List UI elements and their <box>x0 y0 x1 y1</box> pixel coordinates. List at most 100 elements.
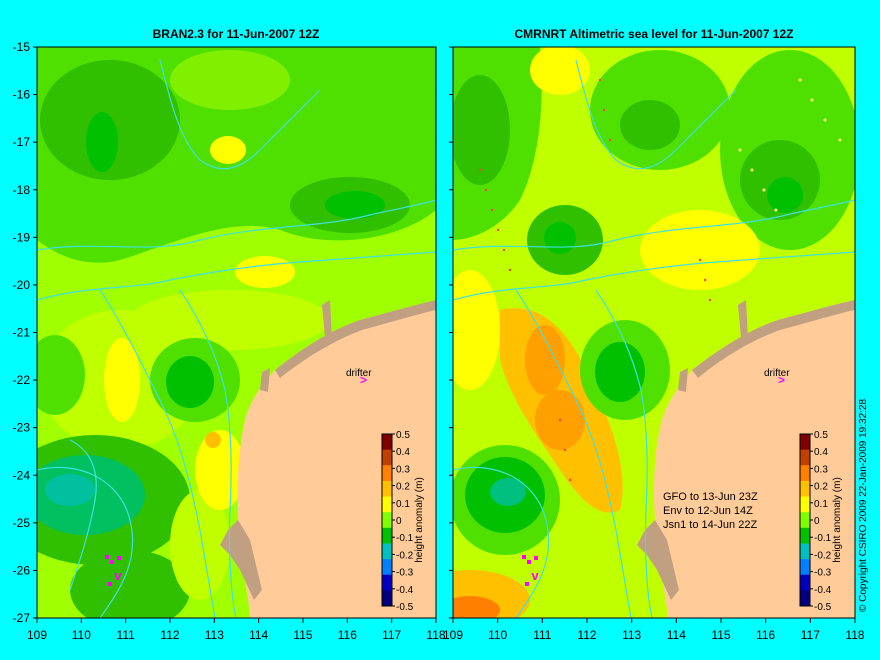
right-bathymetry-contours <box>453 59 855 618</box>
colorbar-label: height anomaly (m) <box>414 477 425 563</box>
y-tick-label: -18 <box>13 183 31 197</box>
y-tick-label: -23 <box>13 421 31 435</box>
colorbar-tick-label: 0 <box>396 516 402 527</box>
x-tick-label: 109 <box>27 628 47 642</box>
colorbar-swatch <box>800 449 810 466</box>
colorbar-tick-label: 0.3 <box>396 464 410 475</box>
x-tick-label: 113 <box>205 628 224 642</box>
colorbar-swatch <box>382 449 392 466</box>
y-tick-label: -15 <box>13 40 31 54</box>
right-satellite-track-dots <box>478 78 712 482</box>
right-map-panel: v drifter > GFO to 13-Jun 23Z Env to 12-… <box>452 27 856 619</box>
colorbar-swatch <box>382 465 392 482</box>
x-tick-label: 110 <box>72 628 91 642</box>
left-panel-title: BRAN2.3 for 11-Jun-2007 12Z <box>153 27 320 41</box>
colorbar-label: height anomaly (m) <box>832 477 843 563</box>
x-tick-label: 116 <box>756 628 775 642</box>
right-drifter-label: drifter <box>764 368 790 379</box>
colorbar-tick-label: 0.1 <box>814 499 828 510</box>
right-note-line-1: GFO to 13-Jun 23Z <box>663 491 758 503</box>
x-tick-label: 116 <box>338 628 357 642</box>
y-tick-label: -19 <box>13 230 31 244</box>
colorbar-tick-label: -0.1 <box>814 533 832 544</box>
colorbar-swatch <box>382 496 392 513</box>
colorbar-tick-label: -0.1 <box>396 533 414 544</box>
x-tick-label: 115 <box>711 628 730 642</box>
colorbar-tick-label: 0.5 <box>814 430 828 441</box>
x-tick-label: 118 <box>426 628 445 642</box>
colorbar-swatch <box>382 512 392 529</box>
colorbar-swatch <box>382 434 392 451</box>
y-tick-label: -20 <box>13 278 31 292</box>
colorbar-swatch <box>800 543 810 560</box>
x-tick-label: 114 <box>249 628 268 642</box>
left-x-axis-ticks: 109 110 111 112 113 114 115 116 117 118 <box>27 618 446 642</box>
right-drifter-arrow: > <box>778 373 785 387</box>
colorbar-swatch <box>382 543 392 560</box>
colorbar-swatch <box>382 574 392 591</box>
colorbar-swatch <box>800 465 810 482</box>
x-tick-label: 118 <box>845 628 864 642</box>
y-tick-label: -21 <box>13 326 31 340</box>
colorbar-tick-label: 0.2 <box>814 482 828 493</box>
y-axis-ticks: -15 -16 -17 -18 -19 -20 -21 -22 -23 -24 -25 -26 -27 <box>13 40 453 625</box>
left-drifter-track <box>105 555 121 586</box>
left-colorbar: 0.5 0.4 0.3 0.2 0.1 0 -0.1 -0.2 -0.3 -0.4 -0.5 heig… <box>381 430 425 613</box>
colorbar-tick-label: -0.3 <box>396 568 414 579</box>
colorbar-tick-label: -0.3 <box>814 568 832 579</box>
colorbar-swatch <box>800 574 810 591</box>
copyright-text: © Copyright CSIRO 2009 22-Jan-2009 19:32… <box>858 399 869 612</box>
right-note-line-3: Jsn1 to 14-Jun 22Z <box>663 519 757 531</box>
colorbar-swatch <box>800 480 810 498</box>
y-tick-label: -16 <box>13 88 31 102</box>
x-tick-label: 111 <box>117 628 136 642</box>
left-track-marker: v <box>114 568 122 583</box>
colorbar-tick-label: -0.4 <box>396 585 414 596</box>
colorbar-tick-label: 0.4 <box>814 447 828 458</box>
colorbar-tick-label: 0.5 <box>396 430 410 441</box>
right-panel-title: CMRNRT Altimetric sea level for 11-Jun-2… <box>515 27 794 41</box>
left-drifter-arrow: > <box>360 373 367 387</box>
colorbar-tick-label: 0.1 <box>396 499 410 510</box>
x-tick-label: 112 <box>577 628 596 642</box>
colorbar-swatch <box>800 559 810 576</box>
x-tick-label: 117 <box>382 628 401 642</box>
colorbar-tick-label: -0.5 <box>396 602 414 613</box>
colorbar-tick-label: -0.2 <box>396 550 414 561</box>
colorbar-tick-label: -0.4 <box>814 585 832 596</box>
colorbar-swatch <box>382 527 392 544</box>
x-tick-label: 114 <box>667 628 686 642</box>
colorbar-swatch <box>800 527 810 544</box>
colorbar-swatch <box>382 590 392 607</box>
x-tick-label: 109 <box>443 628 463 642</box>
y-tick-label: -27 <box>13 611 31 625</box>
right-drifter-track <box>522 555 538 586</box>
colorbar-tick-label: -0.2 <box>814 550 832 561</box>
colorbar-tick-label: 0.4 <box>396 447 410 458</box>
colorbar-swatch <box>382 480 392 498</box>
x-tick-label: 110 <box>488 628 507 642</box>
colorbar-swatch <box>800 590 810 607</box>
colorbar-tick-label: 0.3 <box>814 464 828 475</box>
x-tick-label: 112 <box>160 628 179 642</box>
right-field <box>453 47 855 618</box>
right-x-axis-ticks: 109 110 111 112 113 114 115 116 117 118 <box>443 618 865 642</box>
right-track-marker: v <box>531 568 539 583</box>
right-note-line-2: Env to 12-Jun 14Z <box>663 505 753 517</box>
y-tick-label: -25 <box>13 516 31 530</box>
x-tick-label: 115 <box>293 628 312 642</box>
left-map-panel: v drifter > BRAN2.3 for 11-Jun-2007 12Z <box>36 27 437 619</box>
x-tick-label: 113 <box>622 628 641 642</box>
y-tick-label: -22 <box>13 373 31 387</box>
colorbar-swatch <box>382 559 392 576</box>
x-tick-label: 117 <box>801 628 820 642</box>
left-drifter-label: drifter <box>346 368 372 379</box>
colorbar-tick-label: -0.5 <box>814 602 832 613</box>
left-field <box>37 47 436 618</box>
y-tick-label: -26 <box>13 563 31 577</box>
right-colorbar: 0.5 0.4 0.3 0.2 0.1 0 -0.1 -0.2 -0.3 -0.4 -0.5 heig… <box>799 430 843 613</box>
x-tick-label: 111 <box>533 628 552 642</box>
colorbar-tick-label: 0 <box>814 516 820 527</box>
y-tick-label: -17 <box>13 135 31 149</box>
